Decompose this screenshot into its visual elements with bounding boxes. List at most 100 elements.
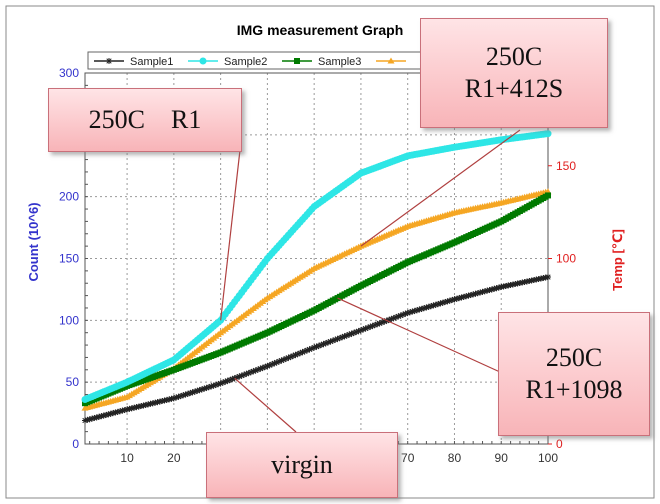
chart-title: IMG measurement Graph — [237, 22, 404, 38]
data-point — [545, 192, 551, 199]
data-point — [290, 352, 297, 359]
data-point — [381, 318, 388, 325]
data-point — [140, 402, 147, 409]
data-point — [168, 395, 175, 402]
data-point — [250, 368, 257, 375]
data-point — [458, 294, 465, 301]
data-point — [138, 403, 145, 410]
data-point — [135, 403, 142, 410]
data-point — [110, 410, 117, 417]
data-point — [444, 298, 451, 305]
data-point — [385, 316, 392, 323]
data-point — [332, 336, 339, 343]
data-point — [84, 416, 91, 423]
grid — [85, 73, 548, 444]
data-point — [402, 310, 409, 317]
callout-r1-412s: 250C R1+412S — [420, 18, 608, 128]
data-point — [407, 309, 414, 316]
data-point — [364, 324, 371, 331]
data-point — [145, 401, 152, 408]
data-point — [133, 404, 140, 411]
data-point — [212, 381, 219, 388]
data-point — [208, 383, 215, 390]
data-point — [266, 362, 273, 369]
y2-tick-label: 150 — [556, 159, 576, 173]
callout-r1: 250C R1 — [48, 88, 242, 152]
data-point — [215, 381, 222, 388]
leader-line — [337, 297, 501, 373]
data-point — [376, 320, 383, 327]
data-point — [400, 311, 407, 318]
data-point — [467, 291, 474, 298]
data-point — [460, 293, 467, 300]
legend-marker — [106, 58, 112, 64]
data-point — [184, 390, 191, 397]
data-point — [217, 380, 224, 387]
data-point — [304, 347, 311, 354]
data-point — [147, 400, 154, 407]
data-point — [255, 366, 262, 373]
data-point — [96, 413, 103, 420]
data-point — [472, 290, 479, 297]
data-point — [124, 406, 131, 413]
data-point — [432, 301, 439, 308]
y-tick-label: 0 — [72, 437, 79, 451]
data-point — [156, 398, 163, 405]
data-point — [224, 377, 231, 384]
data-point — [194, 387, 201, 394]
data-point — [322, 340, 329, 347]
data-point — [308, 345, 315, 352]
data-point — [280, 356, 287, 363]
callout-r1-1098-line-1: 250C — [545, 342, 603, 372]
data-point — [152, 399, 159, 406]
data-point — [203, 384, 210, 391]
data-point — [177, 393, 184, 400]
data-point — [449, 296, 456, 303]
data-point — [93, 414, 100, 421]
data-point — [292, 351, 299, 358]
data-point — [89, 415, 96, 422]
data-point — [495, 284, 502, 291]
data-point — [437, 300, 444, 307]
data-point — [339, 334, 346, 341]
data-point — [456, 295, 463, 302]
data-point — [294, 351, 301, 358]
data-point — [201, 385, 208, 392]
callout-r1-1098: 250C R1+1098 — [498, 312, 650, 436]
data-point — [121, 406, 128, 413]
x-tick-label: 90 — [495, 451, 509, 465]
callout-r1-412s-line-1: 250C — [485, 41, 543, 71]
data-point — [191, 388, 198, 395]
data-point — [287, 353, 294, 360]
data-point — [442, 299, 449, 306]
data-point — [159, 398, 166, 405]
data-point — [236, 373, 243, 380]
legend-marker — [387, 57, 395, 64]
data-point — [131, 404, 138, 411]
data-point — [474, 290, 481, 297]
data-point — [423, 304, 430, 311]
callout-virgin-line-1: virgin — [271, 449, 333, 479]
data-point — [271, 360, 278, 367]
leader-line — [234, 377, 297, 433]
data-point — [491, 285, 498, 292]
data-point — [245, 370, 252, 377]
data-point — [229, 376, 236, 383]
data-point — [142, 401, 149, 408]
data-point — [103, 411, 110, 418]
data-point — [278, 357, 285, 364]
data-point — [425, 303, 432, 310]
data-point — [488, 286, 495, 293]
y-tick-label: 150 — [59, 252, 79, 266]
data-point — [544, 130, 552, 138]
legend-label: Sample3 — [318, 56, 361, 68]
data-point — [161, 397, 168, 404]
series-4 — [81, 188, 552, 411]
data-point — [327, 338, 334, 345]
data-point — [409, 308, 416, 315]
data-point — [149, 400, 156, 407]
data-point — [299, 349, 306, 356]
data-point — [360, 326, 367, 333]
data-point — [362, 325, 369, 332]
